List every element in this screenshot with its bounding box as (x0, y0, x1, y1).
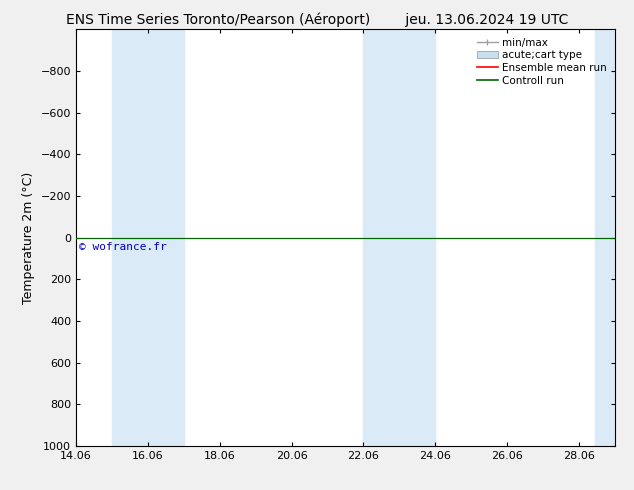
Bar (363, 29, 399, 446)
Y-axis label: Temperature 2m (°C): Temperature 2m (°C) (22, 172, 35, 304)
Bar (399, 29, 436, 446)
Bar (148, 29, 184, 446)
Legend: min/max, acute;cart type, Ensemble mean run, Controll run: min/max, acute;cart type, Ensemble mean … (474, 35, 610, 89)
Text: © wofrance.fr: © wofrance.fr (79, 242, 167, 252)
Bar (112, 29, 148, 446)
Text: ENS Time Series Toronto/Pearson (Aéroport)        jeu. 13.06.2024 19 UTC: ENS Time Series Toronto/Pearson (Aéropor… (66, 12, 568, 27)
Bar (595, 29, 615, 446)
